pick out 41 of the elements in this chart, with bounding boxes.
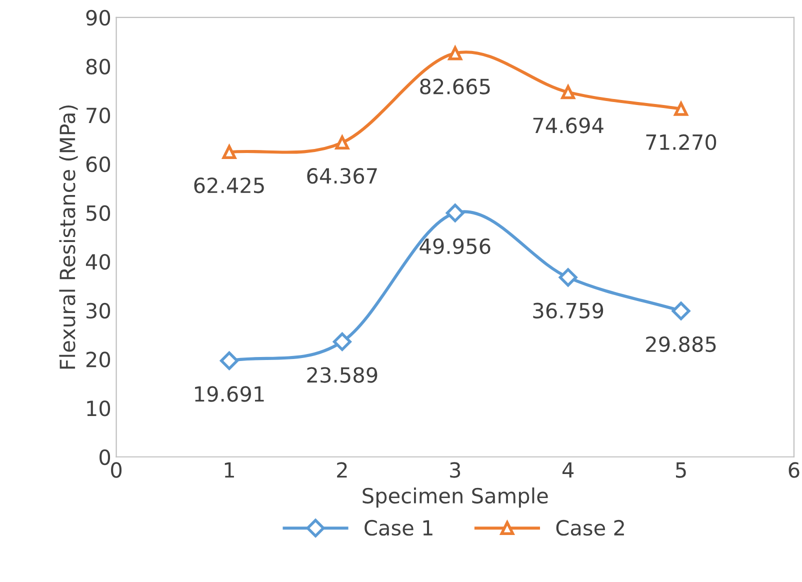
x-tick-label: 1 <box>224 462 234 478</box>
y-axis-title: Flexural Resistance (MPa) <box>59 105 78 369</box>
data-label: 64.367 <box>307 168 377 184</box>
point <box>448 46 462 60</box>
y-tick-label: 50 <box>86 205 110 221</box>
y-tick-label: 60 <box>86 156 110 172</box>
x-tick-label: 3 <box>450 462 460 478</box>
point <box>335 136 350 150</box>
point <box>672 302 690 320</box>
point <box>558 268 578 287</box>
point <box>220 351 238 370</box>
data-label: 23.589 <box>307 367 378 383</box>
x-tick-label: 4 <box>562 462 574 478</box>
legend-label: Case 2 <box>556 520 624 536</box>
x-tick-label: 6 <box>788 462 800 478</box>
x-tick-label: 0 <box>111 462 122 478</box>
point <box>332 332 352 351</box>
point <box>446 204 464 222</box>
y-tick-label: 30 <box>86 302 110 319</box>
point <box>561 85 576 100</box>
y-tick-label: 90 <box>86 10 110 26</box>
x-tick-label: 2 <box>337 462 347 478</box>
y-tick-label: 70 <box>86 108 110 124</box>
y-tick-label: 80 <box>86 58 110 74</box>
data-label: 19.691 <box>195 386 264 402</box>
data-label: 82.665 <box>420 78 490 94</box>
x-tick-label: 5 <box>676 462 686 478</box>
point <box>222 145 236 160</box>
data-label: 36.759 <box>533 302 604 319</box>
data-label: 71.270 <box>646 134 716 150</box>
legend-label: Case 1 <box>364 520 432 536</box>
data-label: 29.885 <box>646 336 716 352</box>
y-tick-label: 40 <box>86 254 110 270</box>
y-tick-label: 0 <box>100 449 110 466</box>
data-label: 62.425 <box>194 177 264 194</box>
point <box>674 102 688 116</box>
data-label: 74.694 <box>533 118 604 134</box>
x-axis-title: Specimen Sample <box>362 487 548 508</box>
y-tick-label: 10 <box>87 400 110 416</box>
y-tick-label: 20 <box>86 352 110 368</box>
data-label: 49.956 <box>420 238 490 254</box>
